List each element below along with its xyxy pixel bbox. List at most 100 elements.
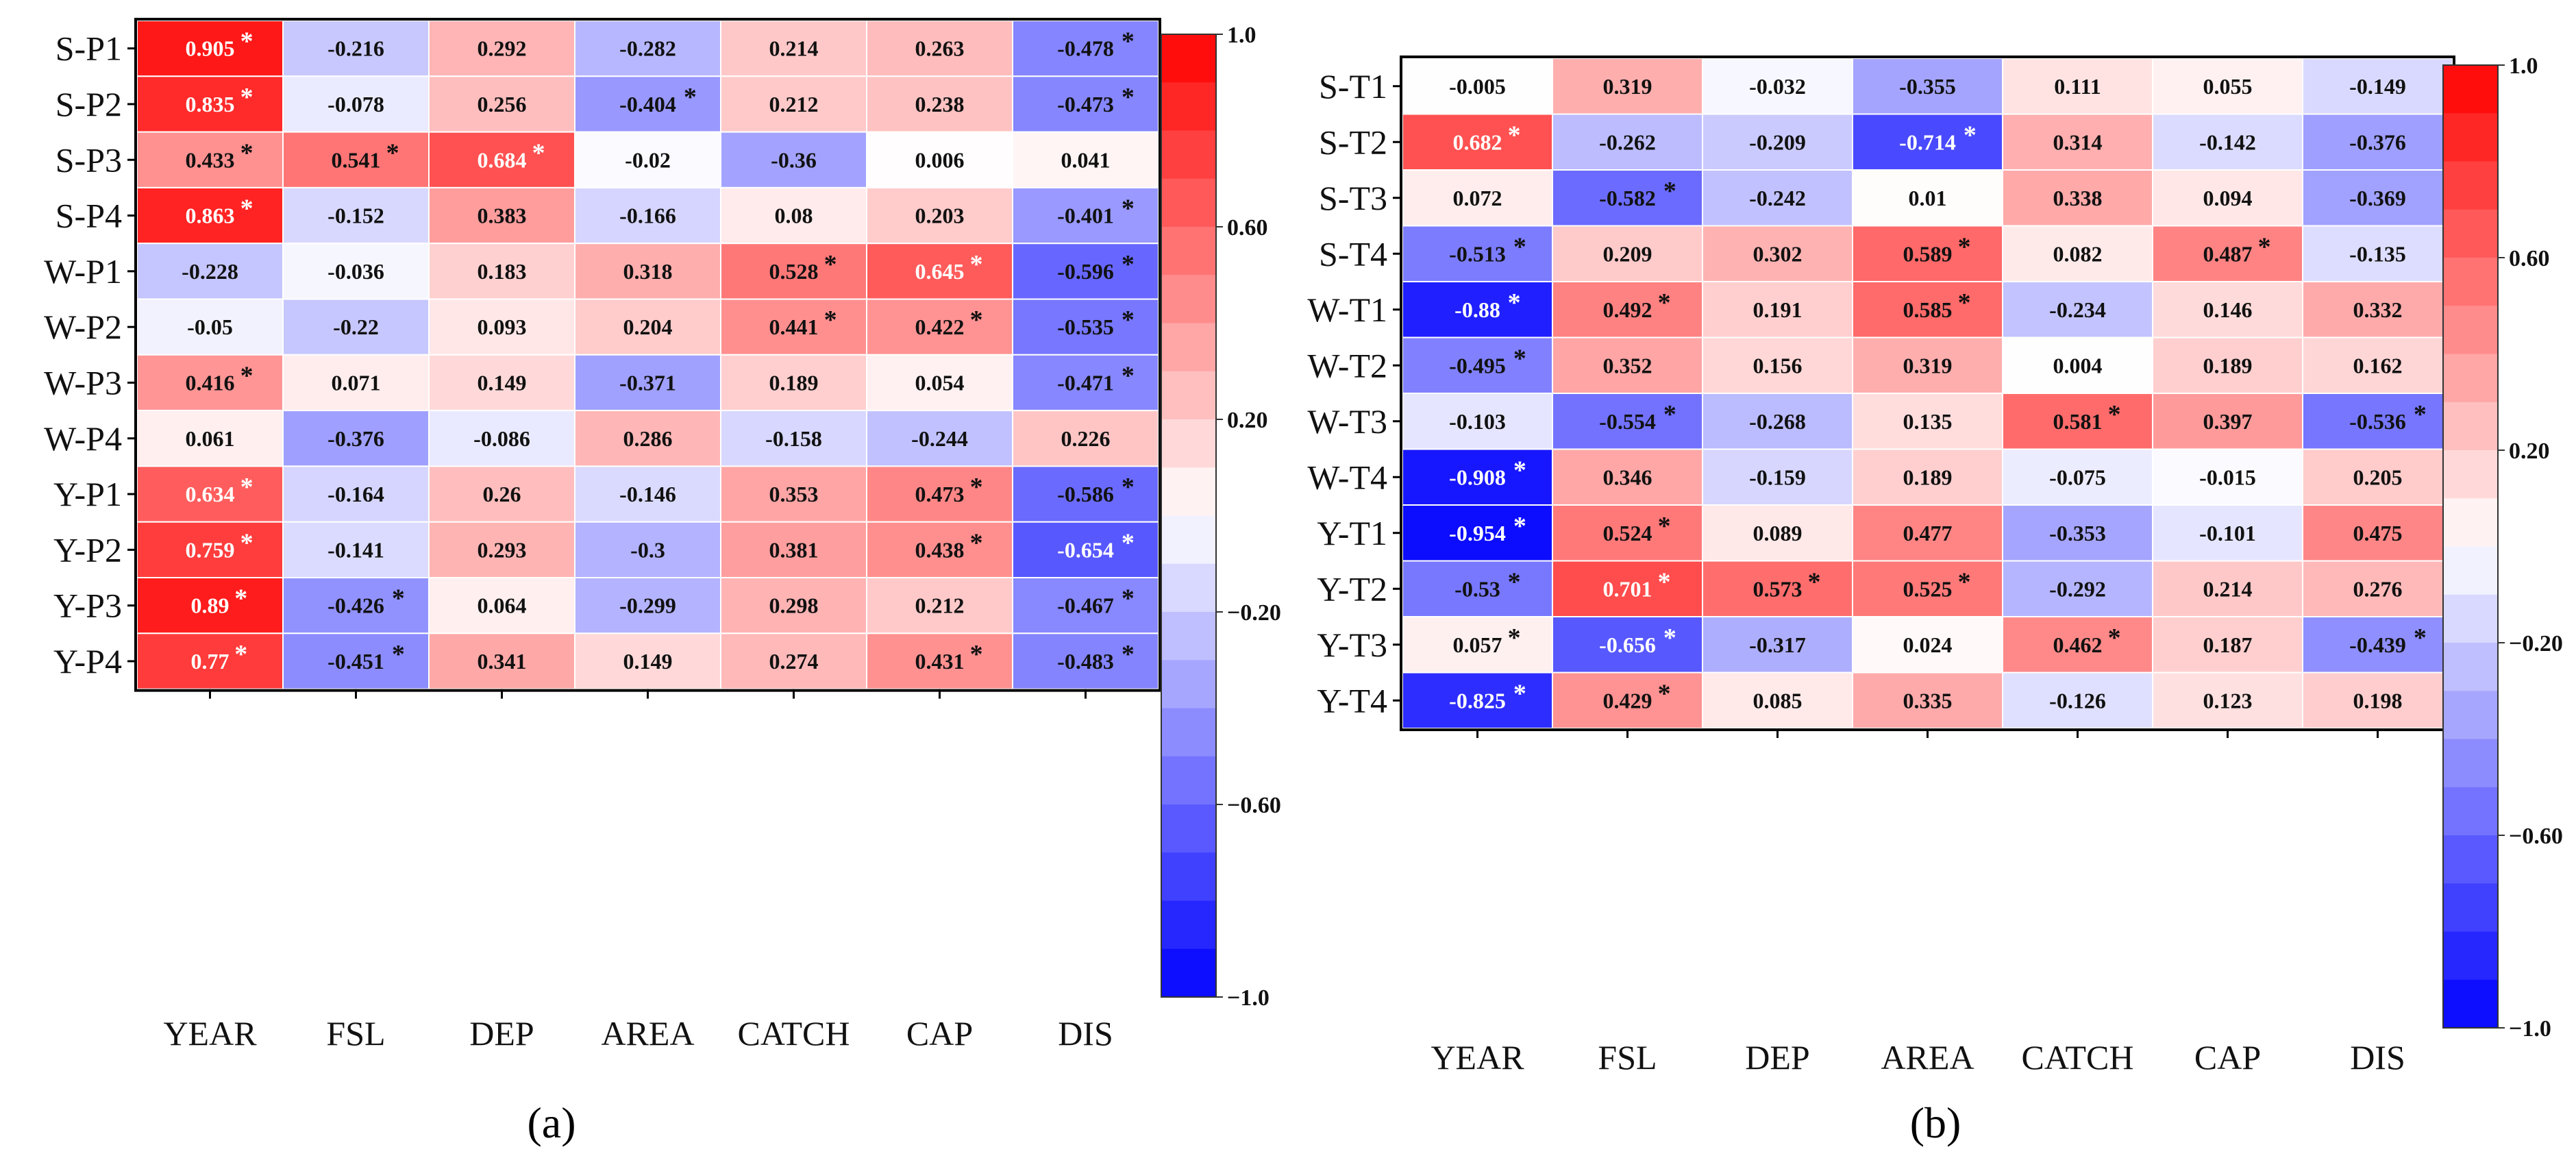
heatmap-cell — [136, 354, 284, 412]
y-tick-label: Y-T4 — [1317, 681, 1387, 719]
heatmap-cell — [1552, 616, 1703, 674]
y-tick-label: W-T2 — [1307, 346, 1387, 384]
colorbar-segment — [1161, 371, 1216, 420]
heatmap-cell — [1012, 131, 1159, 188]
colorbar-segment — [1161, 323, 1216, 372]
colorbar-segment — [1161, 708, 1216, 757]
heatmap-cell — [720, 131, 867, 188]
cell-value-label: 0.524 — [1603, 521, 1652, 545]
significance-star: * — [1513, 456, 1526, 484]
colorbar-segment — [2443, 161, 2498, 210]
cell-value-label: -0.376 — [327, 426, 384, 451]
cell-value-label: 0.441 — [769, 315, 819, 339]
cell-value-label: -0.369 — [2349, 186, 2406, 210]
cell-value-label: -0.209 — [1749, 130, 1806, 154]
significance-star: * — [1122, 361, 1135, 390]
heatmap-cell — [866, 577, 1013, 635]
colorbar-segment — [1161, 900, 1216, 950]
colorbar-segment — [2443, 691, 2498, 740]
heatmap-cell — [282, 186, 430, 245]
significance-star: * — [532, 138, 545, 167]
heatmap-cell — [428, 521, 575, 579]
significance-star: * — [1958, 288, 1971, 317]
significance-star: * — [2108, 400, 2121, 429]
heatmap-cell — [136, 20, 284, 77]
y-tick-label: Y-P4 — [53, 642, 122, 680]
significance-star: * — [392, 640, 405, 669]
cell-value-label: 0.292 — [478, 36, 527, 61]
cell-value-label: 0.183 — [478, 259, 527, 284]
cell-value-label: 0.198 — [2353, 688, 2403, 713]
heatmap-cell — [866, 410, 1013, 467]
cell-value-label: -0.159 — [1749, 465, 1806, 489]
heatmap-cell — [720, 465, 867, 523]
heatmap-cell — [2002, 448, 2153, 506]
significance-star: * — [1958, 232, 1971, 261]
heatmap-cell — [1012, 632, 1159, 690]
colorbar-segment — [1161, 563, 1216, 613]
cell-value-label: 0.041 — [1061, 147, 1111, 172]
significance-star: * — [1122, 640, 1135, 669]
heatmap-cell — [1852, 281, 2003, 339]
cell-value-label: 0.01 — [1909, 186, 1947, 210]
cell-value-label: 0.212 — [769, 92, 819, 116]
x-tick-label: CATCH — [2022, 1038, 2134, 1076]
significance-star: * — [1122, 195, 1135, 223]
cell-value-label: 0.573 — [1753, 576, 1803, 601]
colorbar-segment — [2443, 65, 2498, 114]
cell-value-label: 0.061 — [186, 426, 235, 451]
heatmap-cell — [2002, 58, 2153, 115]
cell-value-label: 0.473 — [915, 482, 965, 506]
significance-star: * — [970, 640, 983, 669]
significance-star: * — [1663, 400, 1676, 429]
heatmap-cell — [1702, 336, 1853, 394]
cell-value-label: 0.525 — [1903, 576, 1953, 601]
cell-value-label: 0.475 — [2353, 521, 2403, 545]
x-tick-label: DIS — [1058, 1014, 1113, 1053]
heatmap-cell — [2152, 113, 2303, 171]
colorbar-tick-label: −0.60 — [1227, 793, 1281, 818]
cell-value-label: -0.166 — [619, 204, 676, 228]
cell-value-label: 0.589 — [1903, 241, 1953, 266]
cell-value-label: 0.332 — [2353, 297, 2403, 322]
significance-star: * — [824, 306, 837, 334]
heatmap-cell — [136, 632, 284, 690]
y-tick-label: Y-T1 — [1317, 514, 1387, 552]
significance-star: * — [684, 83, 697, 112]
colorbar-segment — [1161, 275, 1216, 324]
cell-value-label: -0.299 — [619, 593, 676, 618]
colorbar-segment — [1161, 178, 1216, 227]
cell-value-label: -0.53 — [1454, 576, 1500, 601]
heatmap-cell — [282, 410, 430, 467]
heatmap-cell — [720, 410, 867, 467]
cell-value-label: 0.006 — [915, 147, 965, 172]
cell-value-label: -0.101 — [2199, 521, 2256, 545]
significance-star: * — [1958, 567, 1971, 596]
cell-value-label: -0.216 — [327, 36, 384, 61]
cell-value-label: 0.293 — [478, 537, 527, 562]
heatmap-cell — [574, 354, 721, 412]
y-tick-label: S-P3 — [55, 140, 122, 179]
y-tick-label: S-T4 — [1319, 234, 1387, 273]
cell-value-label: 0.085 — [1753, 688, 1803, 713]
cell-value-label: 0.162 — [2353, 353, 2403, 378]
cell-value-label: -0.825 — [1449, 688, 1506, 713]
cell-value-label: 0.433 — [186, 147, 235, 172]
cell-value-label: 0.123 — [2203, 688, 2253, 713]
cell-value-label: 0.189 — [2203, 353, 2253, 378]
colorbar-segment — [1161, 467, 1216, 517]
heatmap-cell — [1402, 336, 1553, 394]
heatmap-cell — [2302, 504, 2453, 562]
cell-value-label: -0.495 — [1449, 353, 1506, 378]
heatmap-cell — [1012, 186, 1159, 245]
significance-star: * — [2258, 232, 2271, 261]
cell-value-label: 0.189 — [769, 370, 819, 395]
cell-value-label: -0.36 — [771, 147, 817, 172]
cell-value-label: -0.015 — [2199, 465, 2256, 489]
heatmap-cell — [2152, 281, 2303, 339]
cell-value-label: -0.467 — [1057, 593, 1114, 618]
y-tick-label: S-T3 — [1319, 179, 1387, 217]
cell-value-label: -0.371 — [619, 370, 676, 395]
cell-value-label: -0.536 — [2349, 409, 2406, 434]
x-tick-label: CAP — [906, 1014, 973, 1053]
